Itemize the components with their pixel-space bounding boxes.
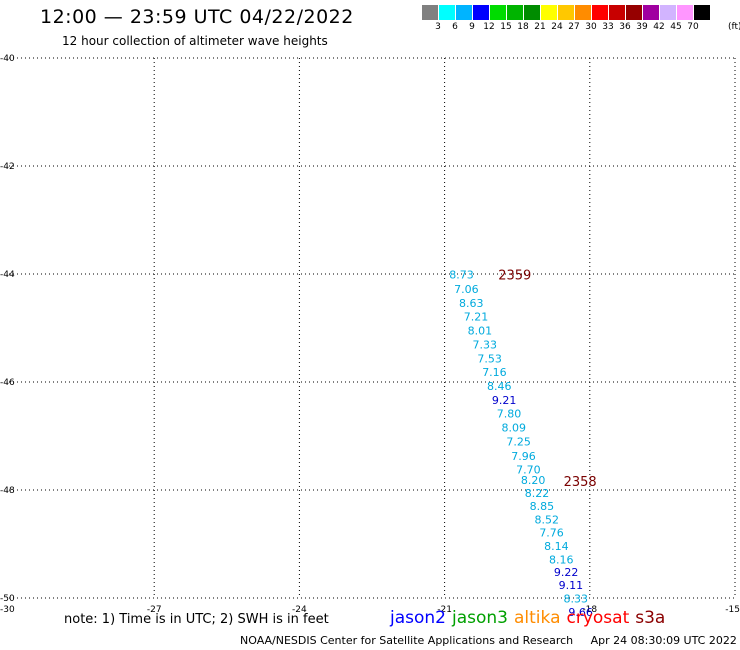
wave-height-value: 7.96 bbox=[511, 450, 536, 463]
map-title: 12:00 — 23:59 UTC 04/22/2022 bbox=[40, 6, 354, 28]
wave-height-value: 7.06 bbox=[454, 283, 479, 296]
footer-timestamp: Apr 24 08:30:09 UTC 2022 bbox=[590, 634, 737, 647]
legend-label: 30 bbox=[585, 22, 597, 32]
wave-height-value: 8.22 bbox=[525, 487, 550, 500]
satellite-s3a: s3a bbox=[635, 608, 666, 628]
wave-height-value: 7.33 bbox=[473, 339, 498, 352]
latitude-tick-label: -48 bbox=[0, 486, 15, 496]
longitude-tick-label: -24 bbox=[292, 605, 307, 615]
pass-time-label: 2358 bbox=[564, 475, 597, 490]
legend-label: 24 bbox=[551, 22, 563, 32]
longitude-tick-label: -21 bbox=[437, 605, 452, 615]
legend-swatch bbox=[456, 5, 472, 20]
wave-height-value: 8.14 bbox=[544, 540, 569, 553]
legend-label: 12 bbox=[483, 22, 495, 32]
legend-swatch bbox=[575, 5, 591, 20]
legend-swatch bbox=[609, 5, 625, 20]
legend-label: 70 bbox=[687, 22, 699, 32]
legend-swatch bbox=[524, 5, 540, 20]
latitude-tick-label: -44 bbox=[0, 270, 15, 280]
wave-height-value: 7.76 bbox=[539, 526, 564, 539]
wave-height-value: 9.21 bbox=[492, 394, 517, 407]
longitude-tick-label: -30 bbox=[0, 605, 15, 615]
footer-credit: NOAA/NESDIS Center for Satellite Applica… bbox=[240, 634, 574, 647]
legend-swatch bbox=[660, 5, 676, 20]
legend-swatch bbox=[541, 5, 557, 20]
legend-swatch bbox=[592, 5, 608, 20]
latitude-tick-label: -40 bbox=[0, 54, 15, 64]
wave-height-value: 9.22 bbox=[554, 566, 579, 579]
satellite-cryosat: cryosat bbox=[566, 608, 630, 628]
legend-label: 39 bbox=[636, 22, 648, 32]
legend-label: 9 bbox=[469, 22, 475, 32]
legend-label: 45 bbox=[670, 22, 682, 32]
legend-swatch bbox=[490, 5, 506, 20]
wave-height-value: 8.01 bbox=[468, 324, 493, 337]
latitude-tick-label: -42 bbox=[0, 162, 15, 172]
longitude-tick-label: -27 bbox=[147, 605, 162, 615]
legend-label: 27 bbox=[568, 22, 580, 32]
wave-height-value: 8.52 bbox=[534, 513, 559, 526]
legend-swatch bbox=[507, 5, 523, 20]
wave-height-value: 9.66 bbox=[568, 606, 593, 619]
wave-height-value: 7.53 bbox=[477, 353, 502, 366]
wave-height-value: 8.46 bbox=[487, 380, 512, 393]
legend-swatch bbox=[439, 5, 455, 20]
wave-height-value: 7.80 bbox=[497, 408, 522, 421]
longitude-tick-label: -15 bbox=[725, 605, 740, 615]
legend-swatch bbox=[473, 5, 489, 20]
wave-height-value: 8.33 bbox=[564, 592, 589, 605]
legend-label: 21 bbox=[534, 22, 546, 32]
legend-label: 33 bbox=[602, 22, 614, 32]
legend-label: 15 bbox=[500, 22, 512, 32]
satellite-legend: jason2 jason3 altika cryosat s3a bbox=[390, 608, 671, 628]
wave-height-value: 8.09 bbox=[502, 422, 527, 435]
wave-height-value: 7.16 bbox=[482, 366, 507, 379]
legend-swatch bbox=[422, 5, 438, 20]
satellite-jason3: jason3 bbox=[452, 608, 508, 628]
legend-label: 18 bbox=[517, 22, 529, 32]
legend-label: 6 bbox=[452, 22, 458, 32]
legend-label: 36 bbox=[619, 22, 631, 32]
latitude-tick-label: -46 bbox=[0, 378, 15, 388]
wave-height-value: 8.73 bbox=[449, 268, 474, 281]
wave-height-value: 8.16 bbox=[549, 553, 574, 566]
satellite-jason2: jason2 bbox=[390, 608, 446, 628]
legend-swatch bbox=[694, 5, 710, 20]
latitude-tick-label: -50 bbox=[0, 594, 15, 604]
legend-label: 3 bbox=[435, 22, 441, 32]
pass-time-label: 2359 bbox=[498, 268, 531, 283]
map-subtitle: 12 hour collection of altimeter wave hei… bbox=[62, 34, 328, 48]
legend-label: 42 bbox=[653, 22, 665, 32]
wave-height-value: 7.21 bbox=[464, 310, 489, 323]
legend-swatch bbox=[677, 5, 693, 20]
wave-height-value: 8.63 bbox=[459, 297, 484, 310]
legend-unit: (ft) bbox=[728, 22, 740, 32]
wave-height-value: 7.70 bbox=[516, 463, 541, 476]
units-note: note: 1) Time is in UTC; 2) SWH is in fe… bbox=[64, 612, 329, 627]
legend-swatch bbox=[626, 5, 642, 20]
legend-swatch bbox=[558, 5, 574, 20]
wave-height-value: 9.11 bbox=[559, 579, 584, 592]
satellite-altika: altika bbox=[514, 608, 561, 628]
wave-height-value: 7.25 bbox=[506, 436, 531, 449]
legend-swatch bbox=[643, 5, 659, 20]
footer: NOAA/NESDIS Center for Satellite Applica… bbox=[240, 634, 737, 647]
wave-height-value: 8.20 bbox=[521, 474, 546, 487]
wave-height-value: 8.85 bbox=[530, 500, 555, 513]
longitude-tick-label: -18 bbox=[582, 605, 597, 615]
